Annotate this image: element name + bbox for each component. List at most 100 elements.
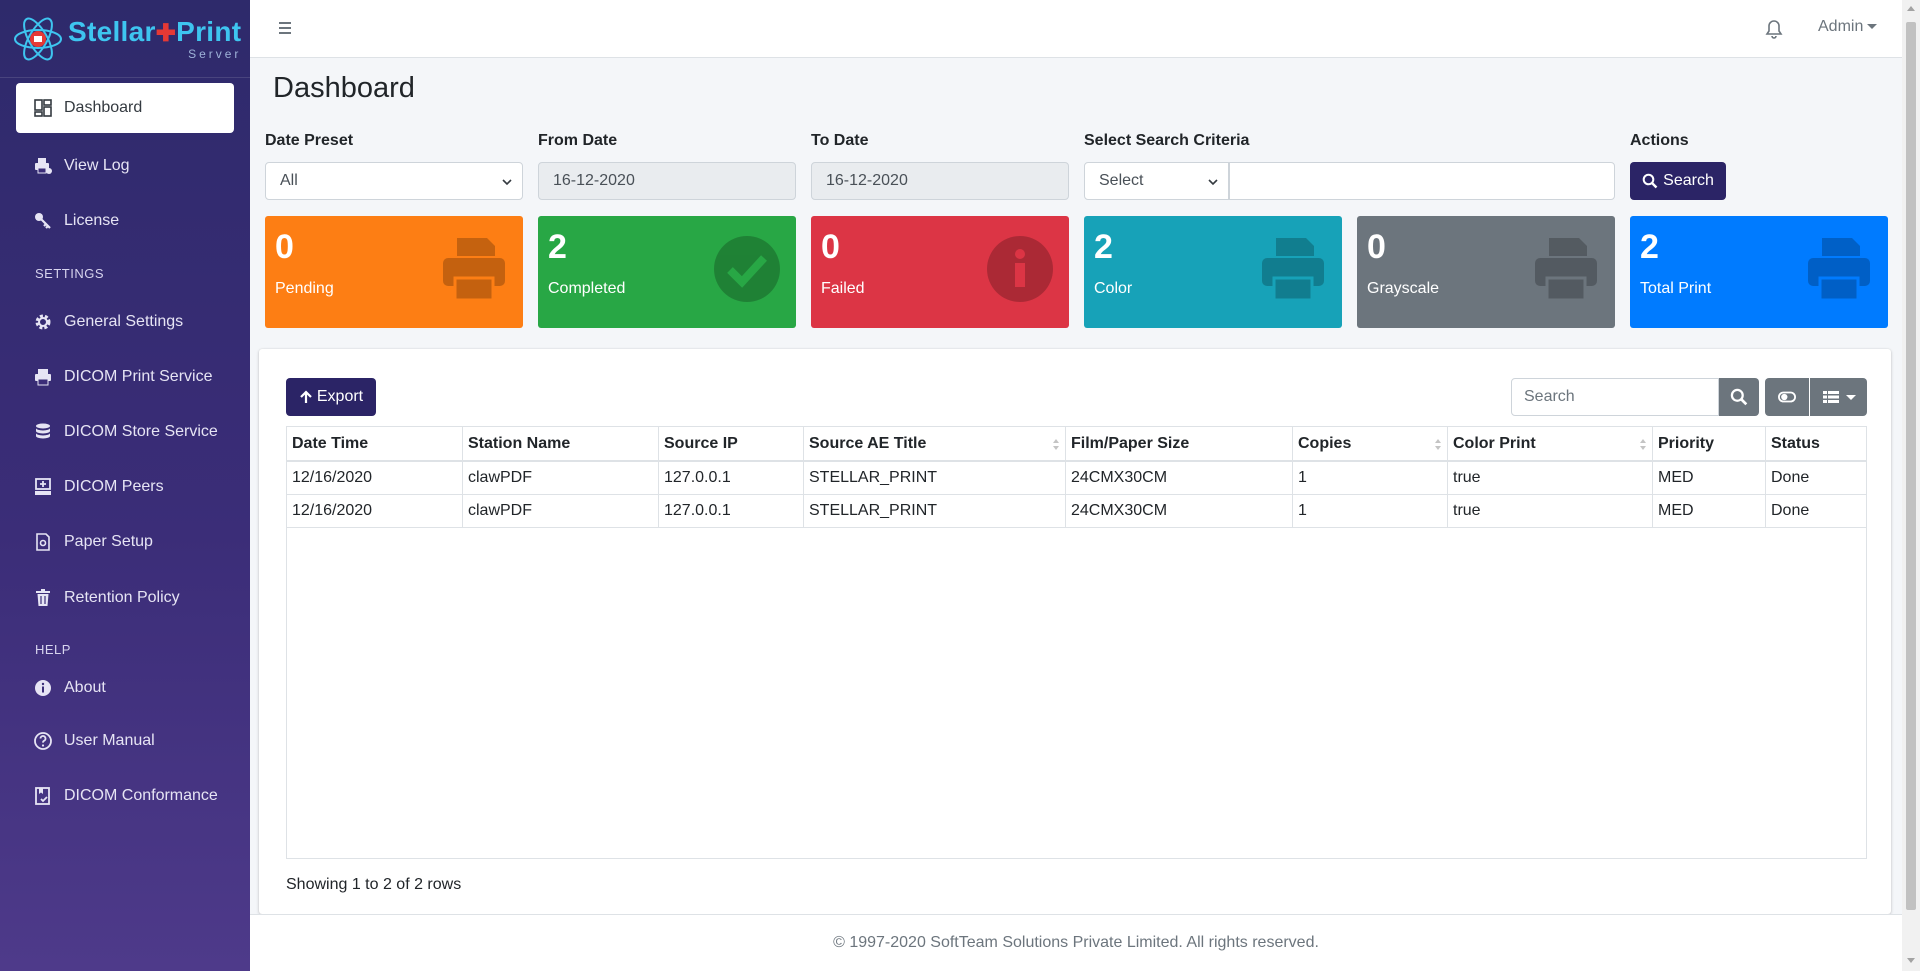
table-search-input[interactable]: Search [1511, 378, 1719, 416]
atom-logo-icon [14, 17, 62, 60]
stat-label: Color [1094, 280, 1133, 297]
sidebar-item-general-settings[interactable]: General Settings [16, 297, 234, 347]
stat-label: Grayscale [1367, 280, 1440, 297]
col-source-ip[interactable]: Source IP [659, 427, 804, 460]
col-status[interactable]: Status [1766, 427, 1866, 460]
search-icon [1730, 388, 1748, 406]
sidebar-item-label: License [64, 212, 120, 229]
table-search-button[interactable] [1719, 378, 1759, 416]
col-source-ae-title[interactable]: Source AE Title [804, 427, 1066, 460]
scroll-up-arrow-icon[interactable] [1907, 6, 1915, 11]
cell-source-ip: 127.0.0.1 [659, 495, 804, 527]
to-date-value: 16-12-2020 [826, 172, 908, 189]
info-icon [32, 677, 54, 699]
printer-icon [439, 234, 509, 304]
scrollbar-thumb[interactable] [1906, 22, 1916, 910]
cell-copies: 1 [1293, 462, 1448, 494]
sidebar-item-dicom-peers[interactable]: DICOM Peers [16, 462, 234, 512]
brand-logo[interactable]: Stellar✚Print Server [0, 0, 250, 78]
table-header-row: Date Time Station Name Source IP Source … [287, 427, 1866, 462]
page-title: Dashboard [273, 72, 415, 104]
sidebar-item-view-log[interactable]: View Log [16, 141, 234, 191]
sidebar-item-label: View Log [64, 157, 130, 174]
sidebar-item-label: DICOM Peers [64, 478, 164, 495]
user-menu[interactable]: Admin [1818, 18, 1878, 36]
brand-subtitle: Server [188, 46, 242, 61]
stat-grayscale: 0 Grayscale [1357, 216, 1615, 328]
cell-film-paper-size: 24CMX30CM [1066, 495, 1293, 527]
search-criteria-input[interactable] [1229, 162, 1615, 200]
col-label: Source AE Title [809, 434, 927, 452]
cell-source-ae-title: STELLAR_PRINT [804, 462, 1066, 494]
search-criteria-select[interactable]: Select [1084, 162, 1229, 200]
cell-film-paper-size: 24CMX30CM [1066, 462, 1293, 494]
col-color-print[interactable]: Color Print [1448, 427, 1653, 460]
bell-icon[interactable] [1764, 18, 1784, 40]
sidebar-item-about[interactable]: About [16, 663, 234, 713]
col-date-time[interactable]: Date Time [287, 427, 463, 460]
book-check-icon [32, 785, 54, 807]
page-scrollbar[interactable] [1902, 0, 1920, 971]
sidebar-item-label: User Manual [64, 732, 155, 749]
sidebar-item-label: Retention Policy [64, 589, 180, 606]
stat-pending: 0 Pending [265, 216, 523, 328]
search-criteria-value: Select [1099, 172, 1144, 189]
sidebar-item-label: DICOM Print Service [64, 368, 213, 385]
table-search-placeholder: Search [1524, 388, 1575, 405]
sort-icon [1053, 439, 1059, 450]
pagination-info: Showing 1 to 2 of 2 rows [286, 876, 462, 893]
stat-total-print: 2 Total Print [1630, 216, 1888, 328]
cell-source-ip: 127.0.0.1 [659, 462, 804, 494]
sidebar-item-license[interactable]: License [16, 196, 234, 246]
cell-copies: 1 [1293, 495, 1448, 527]
sidebar-item-dicom-conformance[interactable]: DICOM Conformance [16, 771, 234, 821]
footer-copyright: © 1997-2020 SoftTeam Solutions Private L… [250, 914, 1902, 971]
table-row[interactable]: 12/16/2020 clawPDF 127.0.0.1 STELLAR_PRI… [287, 462, 1866, 495]
sidebar-item-dicom-print-service[interactable]: DICOM Print Service [16, 352, 234, 402]
cell-priority: MED [1653, 462, 1766, 494]
columns-dropdown-button[interactable] [1810, 378, 1867, 416]
sidebar-item-dicom-store-service[interactable]: DICOM Store Service [16, 407, 234, 457]
sidebar-item-label: Paper Setup [64, 533, 153, 550]
cell-date-time: 12/16/2020 [287, 462, 463, 494]
sidebar-item-retention-policy[interactable]: Retention Policy [16, 573, 234, 623]
col-film-paper-size[interactable]: Film/Paper Size [1066, 427, 1293, 460]
caret-down-icon [1845, 394, 1856, 400]
scroll-down-arrow-icon[interactable] [1907, 958, 1915, 963]
col-copies[interactable]: Copies [1293, 427, 1448, 460]
topbar: Admin [250, 0, 1902, 58]
to-date-label: To Date [811, 132, 869, 149]
col-station-name[interactable]: Station Name [463, 427, 659, 460]
stat-label: Total Print [1640, 280, 1712, 297]
cell-status: Done [1771, 469, 1810, 486]
col-priority[interactable]: Priority [1653, 427, 1766, 460]
question-icon [32, 730, 54, 752]
stat-value: 0 [1367, 228, 1386, 266]
printer-icon [1531, 234, 1601, 304]
sidebar-item-paper-setup[interactable]: Paper Setup [16, 517, 234, 567]
sidebar-item-user-manual[interactable]: User Manual [16, 716, 234, 766]
stat-color: 2 Color [1084, 216, 1342, 328]
sidebar-item-dashboard[interactable]: Dashboard [16, 83, 234, 133]
cell-status: Done [1771, 502, 1810, 519]
stat-value: 0 [821, 228, 840, 266]
hamburger-menu-icon[interactable] [274, 18, 296, 38]
paper-icon [32, 531, 54, 553]
toggle-view-button[interactable] [1765, 378, 1809, 416]
user-name: Admin [1818, 18, 1864, 35]
stat-value: 0 [275, 228, 294, 266]
search-criteria-label: Select Search Criteria [1084, 132, 1250, 149]
col-label: Date Time [292, 434, 369, 452]
export-button[interactable]: Export [286, 378, 376, 416]
actions-label: Actions [1630, 132, 1689, 149]
col-label: Copies [1298, 434, 1352, 452]
date-preset-select[interactable]: All [265, 162, 523, 200]
cell-date-time: 12/16/2020 [287, 495, 463, 527]
table-row[interactable]: 12/16/2020 clawPDF 127.0.0.1 STELLAR_PRI… [287, 495, 1866, 528]
print-log-card [259, 349, 1891, 914]
search-button[interactable]: Search [1630, 162, 1726, 200]
to-date-input[interactable]: 16-12-2020 [811, 162, 1069, 200]
check-circle-icon [712, 234, 782, 304]
sort-icon [1435, 439, 1441, 450]
from-date-input[interactable]: 16-12-2020 [538, 162, 796, 200]
